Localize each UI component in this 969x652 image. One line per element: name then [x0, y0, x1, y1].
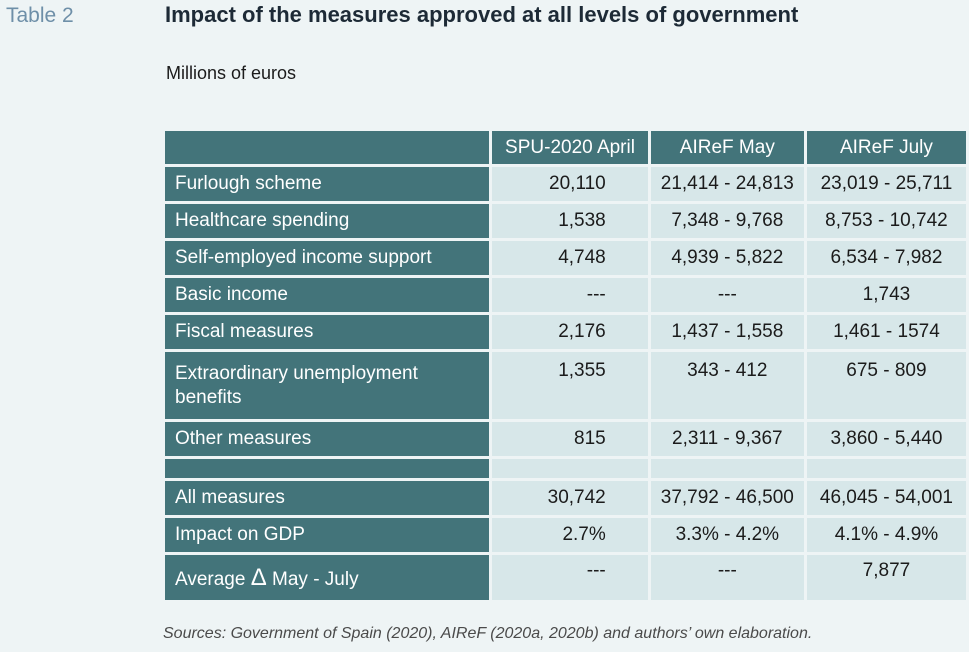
- cell-value: 4.1% - 4.9%: [806, 518, 966, 552]
- row-label-line: benefits: [175, 386, 242, 408]
- row-label: Other measures: [165, 422, 490, 456]
- cell-value: 2,176: [492, 315, 648, 349]
- cell-value: 6,534 - 7,982: [806, 241, 966, 275]
- spacer-cell: [165, 459, 490, 478]
- column-header-spu-april: SPU-2020 April: [492, 131, 648, 164]
- cell-value: ---: [492, 555, 648, 600]
- cell-value: 3,860 - 5,440: [806, 422, 966, 456]
- header-corner-cell: [165, 131, 490, 164]
- cell-value: ---: [650, 555, 804, 600]
- row-label: Self-employed income support: [165, 241, 490, 275]
- cell-value: 20,110: [492, 167, 648, 201]
- table-row: Healthcare spending 1,538 7,348 - 9,768 …: [165, 204, 966, 238]
- measures-table: SPU-2020 April AIReF May AIReF July Furl…: [162, 128, 969, 603]
- cell-value: 1,437 - 1,558: [650, 315, 804, 349]
- cell-value: ---: [492, 278, 648, 312]
- cell-value: 21,414 - 24,813: [650, 167, 804, 201]
- row-label: Impact on GDP: [165, 518, 490, 552]
- row-label: Fiscal measures: [165, 315, 490, 349]
- column-header-airef-may: AIReF May: [650, 131, 804, 164]
- cell-value: 1,355: [492, 352, 648, 419]
- cell-value: 1,461 - 1574: [806, 315, 966, 349]
- table-number: Table 2: [6, 4, 74, 27]
- row-label: All measures: [165, 481, 490, 515]
- row-label: Average Δ May - July: [165, 555, 490, 600]
- cell-value: 30,742: [492, 481, 648, 515]
- cell-value: 2.7%: [492, 518, 648, 552]
- row-label-suffix: May - July: [272, 568, 359, 590]
- cell-value: 7,348 - 9,768: [650, 204, 804, 238]
- table-row: Other measures 815 2,311 - 9,367 3,860 -…: [165, 422, 966, 456]
- cell-value: 815: [492, 422, 648, 456]
- source-note: Sources: Government of Spain (2020), AIR…: [163, 625, 813, 642]
- cell-value: 4,939 - 5,822: [650, 241, 804, 275]
- cell-value: 343 - 412: [650, 352, 804, 419]
- cell-value: 46,045 - 54,001: [806, 481, 966, 515]
- row-label: Healthcare spending: [165, 204, 490, 238]
- table-row: All measures 30,742 37,792 - 46,500 46,0…: [165, 481, 966, 515]
- table-row: Impact on GDP 2.7% 3.3% - 4.2% 4.1% - 4.…: [165, 518, 966, 552]
- table-row: Self-employed income support 4,748 4,939…: [165, 241, 966, 275]
- table-row: Average Δ May - July --- --- 7,877: [165, 555, 966, 600]
- table-row: Extraordinary unemployment benefits 1,35…: [165, 352, 966, 419]
- table-row: Fiscal measures 2,176 1,437 - 1,558 1,46…: [165, 315, 966, 349]
- delta-symbol: Δ: [250, 563, 267, 591]
- spacer-cell: [806, 459, 966, 478]
- table-row: Furlough scheme 20,110 21,414 - 24,813 2…: [165, 167, 966, 201]
- spacer-row: [165, 459, 966, 478]
- row-label: Extraordinary unemployment benefits: [165, 352, 490, 419]
- row-label-line: Extraordinary unemployment: [175, 362, 418, 384]
- row-label: Basic income: [165, 278, 490, 312]
- spacer-cell: [650, 459, 804, 478]
- cell-value: 1,743: [806, 278, 966, 312]
- row-label: Furlough scheme: [165, 167, 490, 201]
- cell-value: 1,538: [492, 204, 648, 238]
- cell-value: ---: [650, 278, 804, 312]
- table-title: Impact of the measures approved at all l…: [165, 2, 799, 27]
- column-header-airef-july: AIReF July: [806, 131, 966, 164]
- cell-value: 4,748: [492, 241, 648, 275]
- header-row: SPU-2020 April AIReF May AIReF July: [165, 131, 966, 164]
- cell-value: 37,792 - 46,500: [650, 481, 804, 515]
- cell-value: 3.3% - 4.2%: [650, 518, 804, 552]
- cell-value: 8,753 - 10,742: [806, 204, 966, 238]
- row-label-prefix: Average: [175, 568, 246, 590]
- table-row: Basic income --- --- 1,743: [165, 278, 966, 312]
- cell-value: 7,877: [806, 555, 966, 600]
- cell-value: 2,311 - 9,367: [650, 422, 804, 456]
- spacer-cell: [492, 459, 648, 478]
- cell-value: 675 - 809: [806, 352, 966, 419]
- table-subtitle: Millions of euros: [166, 63, 297, 83]
- cell-value: 23,019 - 25,711: [806, 167, 966, 201]
